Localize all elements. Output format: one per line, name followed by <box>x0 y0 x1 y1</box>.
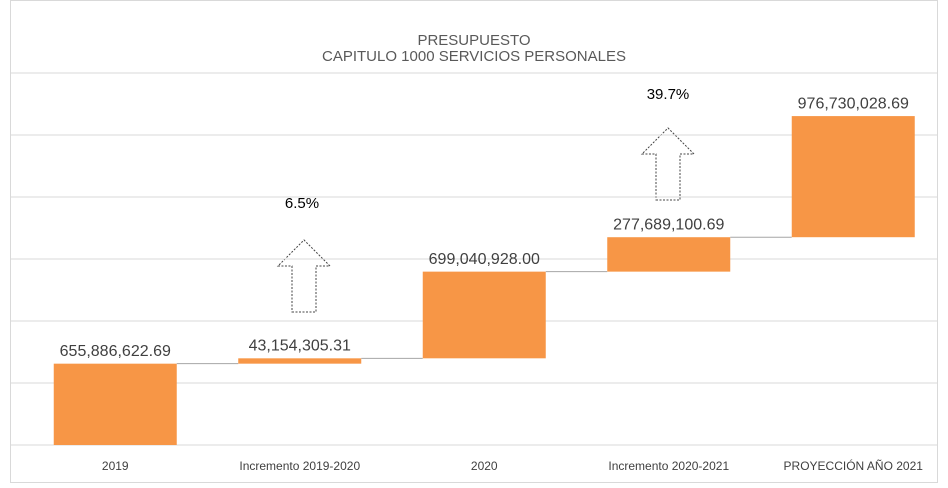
bar <box>607 237 731 272</box>
annotation: 39.7% <box>647 86 690 103</box>
arrow <box>276 239 332 313</box>
bar <box>422 271 546 359</box>
data-label: 277,689,100.69 <box>613 216 724 233</box>
data-label: 43,154,305.31 <box>249 338 351 355</box>
arrow <box>640 127 696 201</box>
data-label: 655,886,622.69 <box>60 343 171 360</box>
data-label: 976,730,028.69 <box>798 95 909 112</box>
x-tick-label: Incremento 2020-2021 <box>608 459 729 473</box>
x-tick-label: PROYECCIÓN AÑO 2021 <box>784 458 924 473</box>
bar <box>238 358 362 364</box>
x-tick-label: 2020 <box>471 459 498 473</box>
x-tick-label: 2019 <box>102 459 129 473</box>
x-tick-label: Incremento 2019-2020 <box>239 459 360 473</box>
data-label: 699,040,928.00 <box>429 251 540 268</box>
annotation: 6.5% <box>285 195 319 212</box>
bar <box>791 116 915 238</box>
chart-title: PRESUPUESTO <box>417 32 530 49</box>
bar <box>53 363 177 445</box>
chart-subtitle: CAPITULO 1000 SERVICIOS PERSONALES <box>322 48 626 65</box>
